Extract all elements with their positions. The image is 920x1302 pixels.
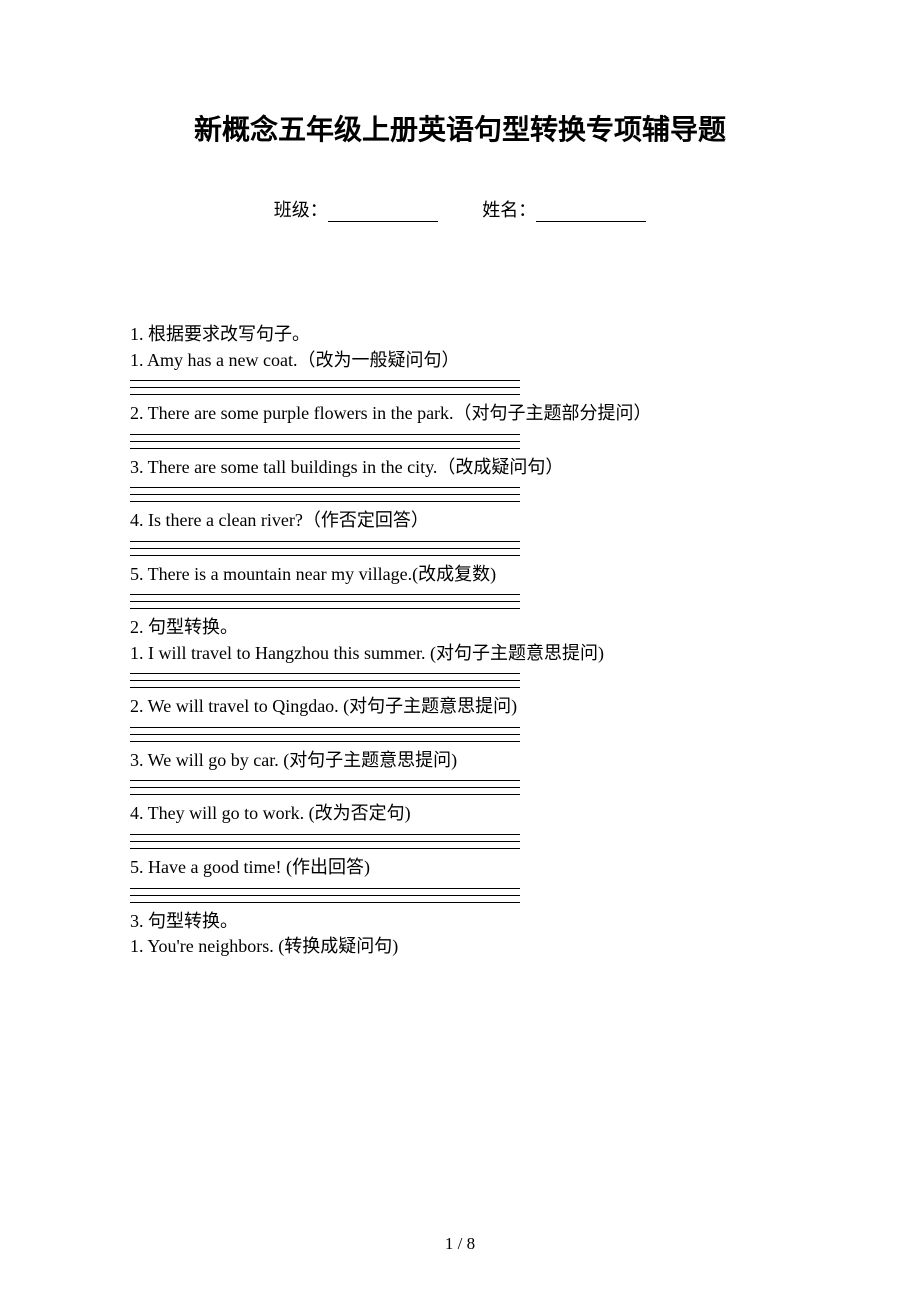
meta-row: 班级： 姓名： [130, 196, 790, 222]
answer-line[interactable] [130, 495, 520, 502]
answer-line[interactable] [130, 781, 520, 788]
answer-line[interactable] [130, 774, 520, 781]
answer-line[interactable] [130, 896, 520, 903]
answer-line[interactable] [130, 674, 520, 681]
section-head: 2. 句型转换。 [130, 615, 790, 641]
answer-lines[interactable] [130, 535, 520, 556]
answer-lines[interactable] [130, 588, 520, 609]
answer-line[interactable] [130, 388, 520, 395]
question-line: 5. Have a good time! (作出回答) [130, 855, 790, 881]
answer-lines[interactable] [130, 667, 520, 688]
answer-line[interactable] [130, 549, 520, 556]
answer-line[interactable] [130, 435, 520, 442]
name-blank[interactable] [536, 202, 646, 222]
answer-line[interactable] [130, 721, 520, 728]
answer-line[interactable] [130, 535, 520, 542]
question-line: 1. Amy has a new coat.（改为一般疑问句） [130, 348, 790, 374]
answer-line[interactable] [130, 788, 520, 795]
name-label: 姓名： [482, 196, 536, 222]
question-line: 2. We will travel to Qingdao. (对句子主题意思提问… [130, 694, 790, 720]
answer-lines[interactable] [130, 374, 520, 395]
answer-lines[interactable] [130, 882, 520, 903]
answer-line[interactable] [130, 442, 520, 449]
answer-line[interactable] [130, 728, 520, 735]
answer-line[interactable] [130, 595, 520, 602]
answer-lines[interactable] [130, 428, 520, 449]
question-line: 3. We will go by car. (对句子主题意思提问) [130, 748, 790, 774]
page-container: 新概念五年级上册英语句型转换专项辅导题 班级： 姓名： 1. 根据要求改写句子。… [0, 0, 920, 960]
answer-line[interactable] [130, 428, 520, 435]
question-line: 1. I will travel to Hangzhou this summer… [130, 641, 790, 667]
section-head: 1. 根据要求改写句子。 [130, 322, 790, 348]
answer-line[interactable] [130, 588, 520, 595]
question-line: 2. There are some purple flowers in the … [130, 401, 790, 427]
document-title: 新概念五年级上册英语句型转换专项辅导题 [130, 108, 790, 148]
answer-line[interactable] [130, 602, 520, 609]
answer-line[interactable] [130, 488, 520, 495]
answer-line[interactable] [130, 542, 520, 549]
question-line: 1. You're neighbors. (转换成疑问句) [130, 934, 790, 960]
answer-line[interactable] [130, 381, 520, 388]
answer-lines[interactable] [130, 828, 520, 849]
answer-line[interactable] [130, 667, 520, 674]
answer-lines[interactable] [130, 721, 520, 742]
answer-lines[interactable] [130, 481, 520, 502]
answer-line[interactable] [130, 681, 520, 688]
answer-lines[interactable] [130, 774, 520, 795]
answer-line[interactable] [130, 481, 520, 488]
question-line: 3. There are some tall buildings in the … [130, 455, 790, 481]
answer-line[interactable] [130, 889, 520, 896]
class-label: 班级： [274, 196, 328, 222]
answer-line[interactable] [130, 842, 520, 849]
section-head: 3. 句型转换。 [130, 909, 790, 935]
answer-line[interactable] [130, 735, 520, 742]
class-blank[interactable] [328, 202, 438, 222]
answer-line[interactable] [130, 828, 520, 835]
question-line: 5. There is a mountain near my village.(… [130, 562, 790, 588]
answer-line[interactable] [130, 882, 520, 889]
question-line: 4. They will go to work. (改为否定句) [130, 801, 790, 827]
answer-line[interactable] [130, 835, 520, 842]
content-body: 1. 根据要求改写句子。1. Amy has a new coat.（改为一般疑… [130, 322, 790, 960]
page-number: 1 / 8 [0, 1234, 920, 1254]
question-line: 4. Is there a clean river?（作否定回答） [130, 508, 790, 534]
answer-line[interactable] [130, 374, 520, 381]
